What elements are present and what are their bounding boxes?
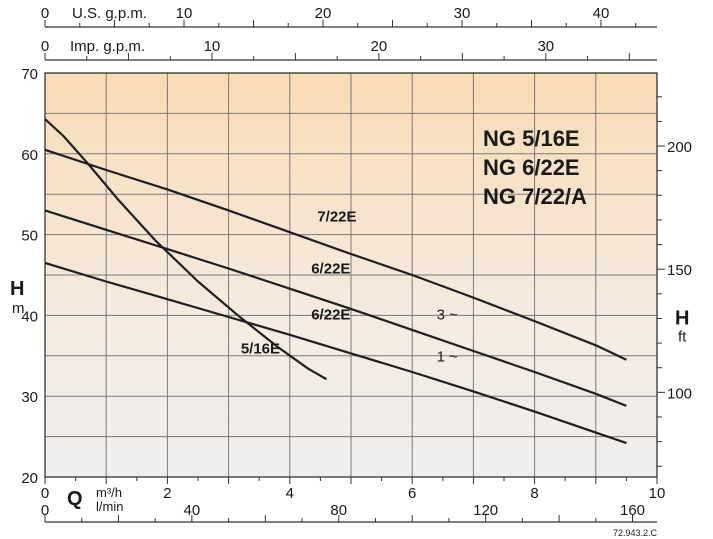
right-axis-tick-label: 150 — [667, 262, 692, 279]
left-axis-unit: m — [12, 300, 25, 317]
right-axis-symbol: H — [675, 307, 689, 329]
curve-label: 6/22E — [311, 260, 350, 277]
phase-label: 3 ~ — [437, 306, 459, 323]
curve-7-22E — [44, 148, 627, 361]
m3h-tick-label: 2 — [163, 485, 171, 502]
right-axis-unit: ft — [678, 328, 687, 345]
right-axis-tick-label: 100 — [667, 385, 692, 402]
curve-5-16E — [44, 118, 328, 381]
curve-label: 6/22E — [311, 306, 350, 323]
m3h-tick-label: 6 — [408, 485, 416, 502]
left-axis-tick-label: 70 — [21, 66, 38, 83]
phase-label: 1 ~ — [437, 348, 459, 365]
m3h-tick-label: 4 — [286, 485, 294, 502]
imp-gpm-axis-label: Imp. g.p.m. — [70, 38, 145, 55]
m3h-tick-label: 10 — [649, 485, 666, 502]
left-axis-tick-label: 60 — [21, 147, 38, 164]
us-gpm-tick-label: 20 — [315, 5, 332, 22]
m3h-unit-label: m³/h — [96, 485, 122, 500]
lmin-tick-label: 40 — [184, 502, 201, 519]
x-axis-symbol: Q — [67, 488, 83, 510]
imp-gpm-tick-label: 30 — [537, 38, 554, 55]
grid — [45, 73, 657, 477]
left-axis-symbol: H — [10, 278, 24, 300]
left-axis-tick-label: 40 — [21, 308, 38, 325]
imp-gpm-tick-label: 0 — [41, 38, 49, 55]
us-gpm-tick-label: 10 — [176, 5, 193, 22]
imp-gpm-tick-label: 20 — [371, 38, 388, 55]
curve-6-22E — [44, 261, 627, 445]
lmin-unit-label: l/min — [96, 499, 123, 514]
lmin-tick-label: 80 — [330, 502, 347, 519]
lmin-tick-label: 160 — [620, 502, 645, 519]
us-gpm-tick-label: 40 — [593, 5, 610, 22]
model-title: NG 6/22E — [483, 155, 580, 180]
left-axis-tick-label: 30 — [21, 389, 38, 406]
model-title: NG 7/22/A — [483, 184, 587, 209]
m3h-tick-label: 8 — [530, 485, 538, 502]
curve-label: 5/16E — [241, 340, 280, 357]
lmin-tick-label: 120 — [473, 502, 498, 519]
left-axis-tick-label: 50 — [21, 228, 38, 245]
curves — [44, 118, 627, 445]
us-gpm-tick-label: 30 — [454, 5, 471, 22]
imp-gpm-tick-label: 10 — [204, 38, 221, 55]
curve-6-22E — [44, 209, 627, 407]
left-axis-tick-label: 20 — [21, 470, 38, 487]
lmin-tick-label: 0 — [41, 502, 49, 519]
labels: 7/22E 6/22E 3 ~ 6/22E 1 ~ 5/16E NG 5/16E NG 6/2… — [241, 126, 587, 365]
curve-label: 7/22E — [317, 209, 356, 226]
chart-code: 72.943.2.C — [613, 528, 658, 538]
us-gpm-tick-label: 0 — [41, 5, 49, 22]
us-gpm-axis-label: U.S. g.p.m. — [72, 5, 147, 22]
m3h-tick-label: 0 — [41, 485, 49, 502]
model-title: NG 5/16E — [483, 126, 580, 151]
right-axis-tick-label: 200 — [667, 139, 692, 156]
